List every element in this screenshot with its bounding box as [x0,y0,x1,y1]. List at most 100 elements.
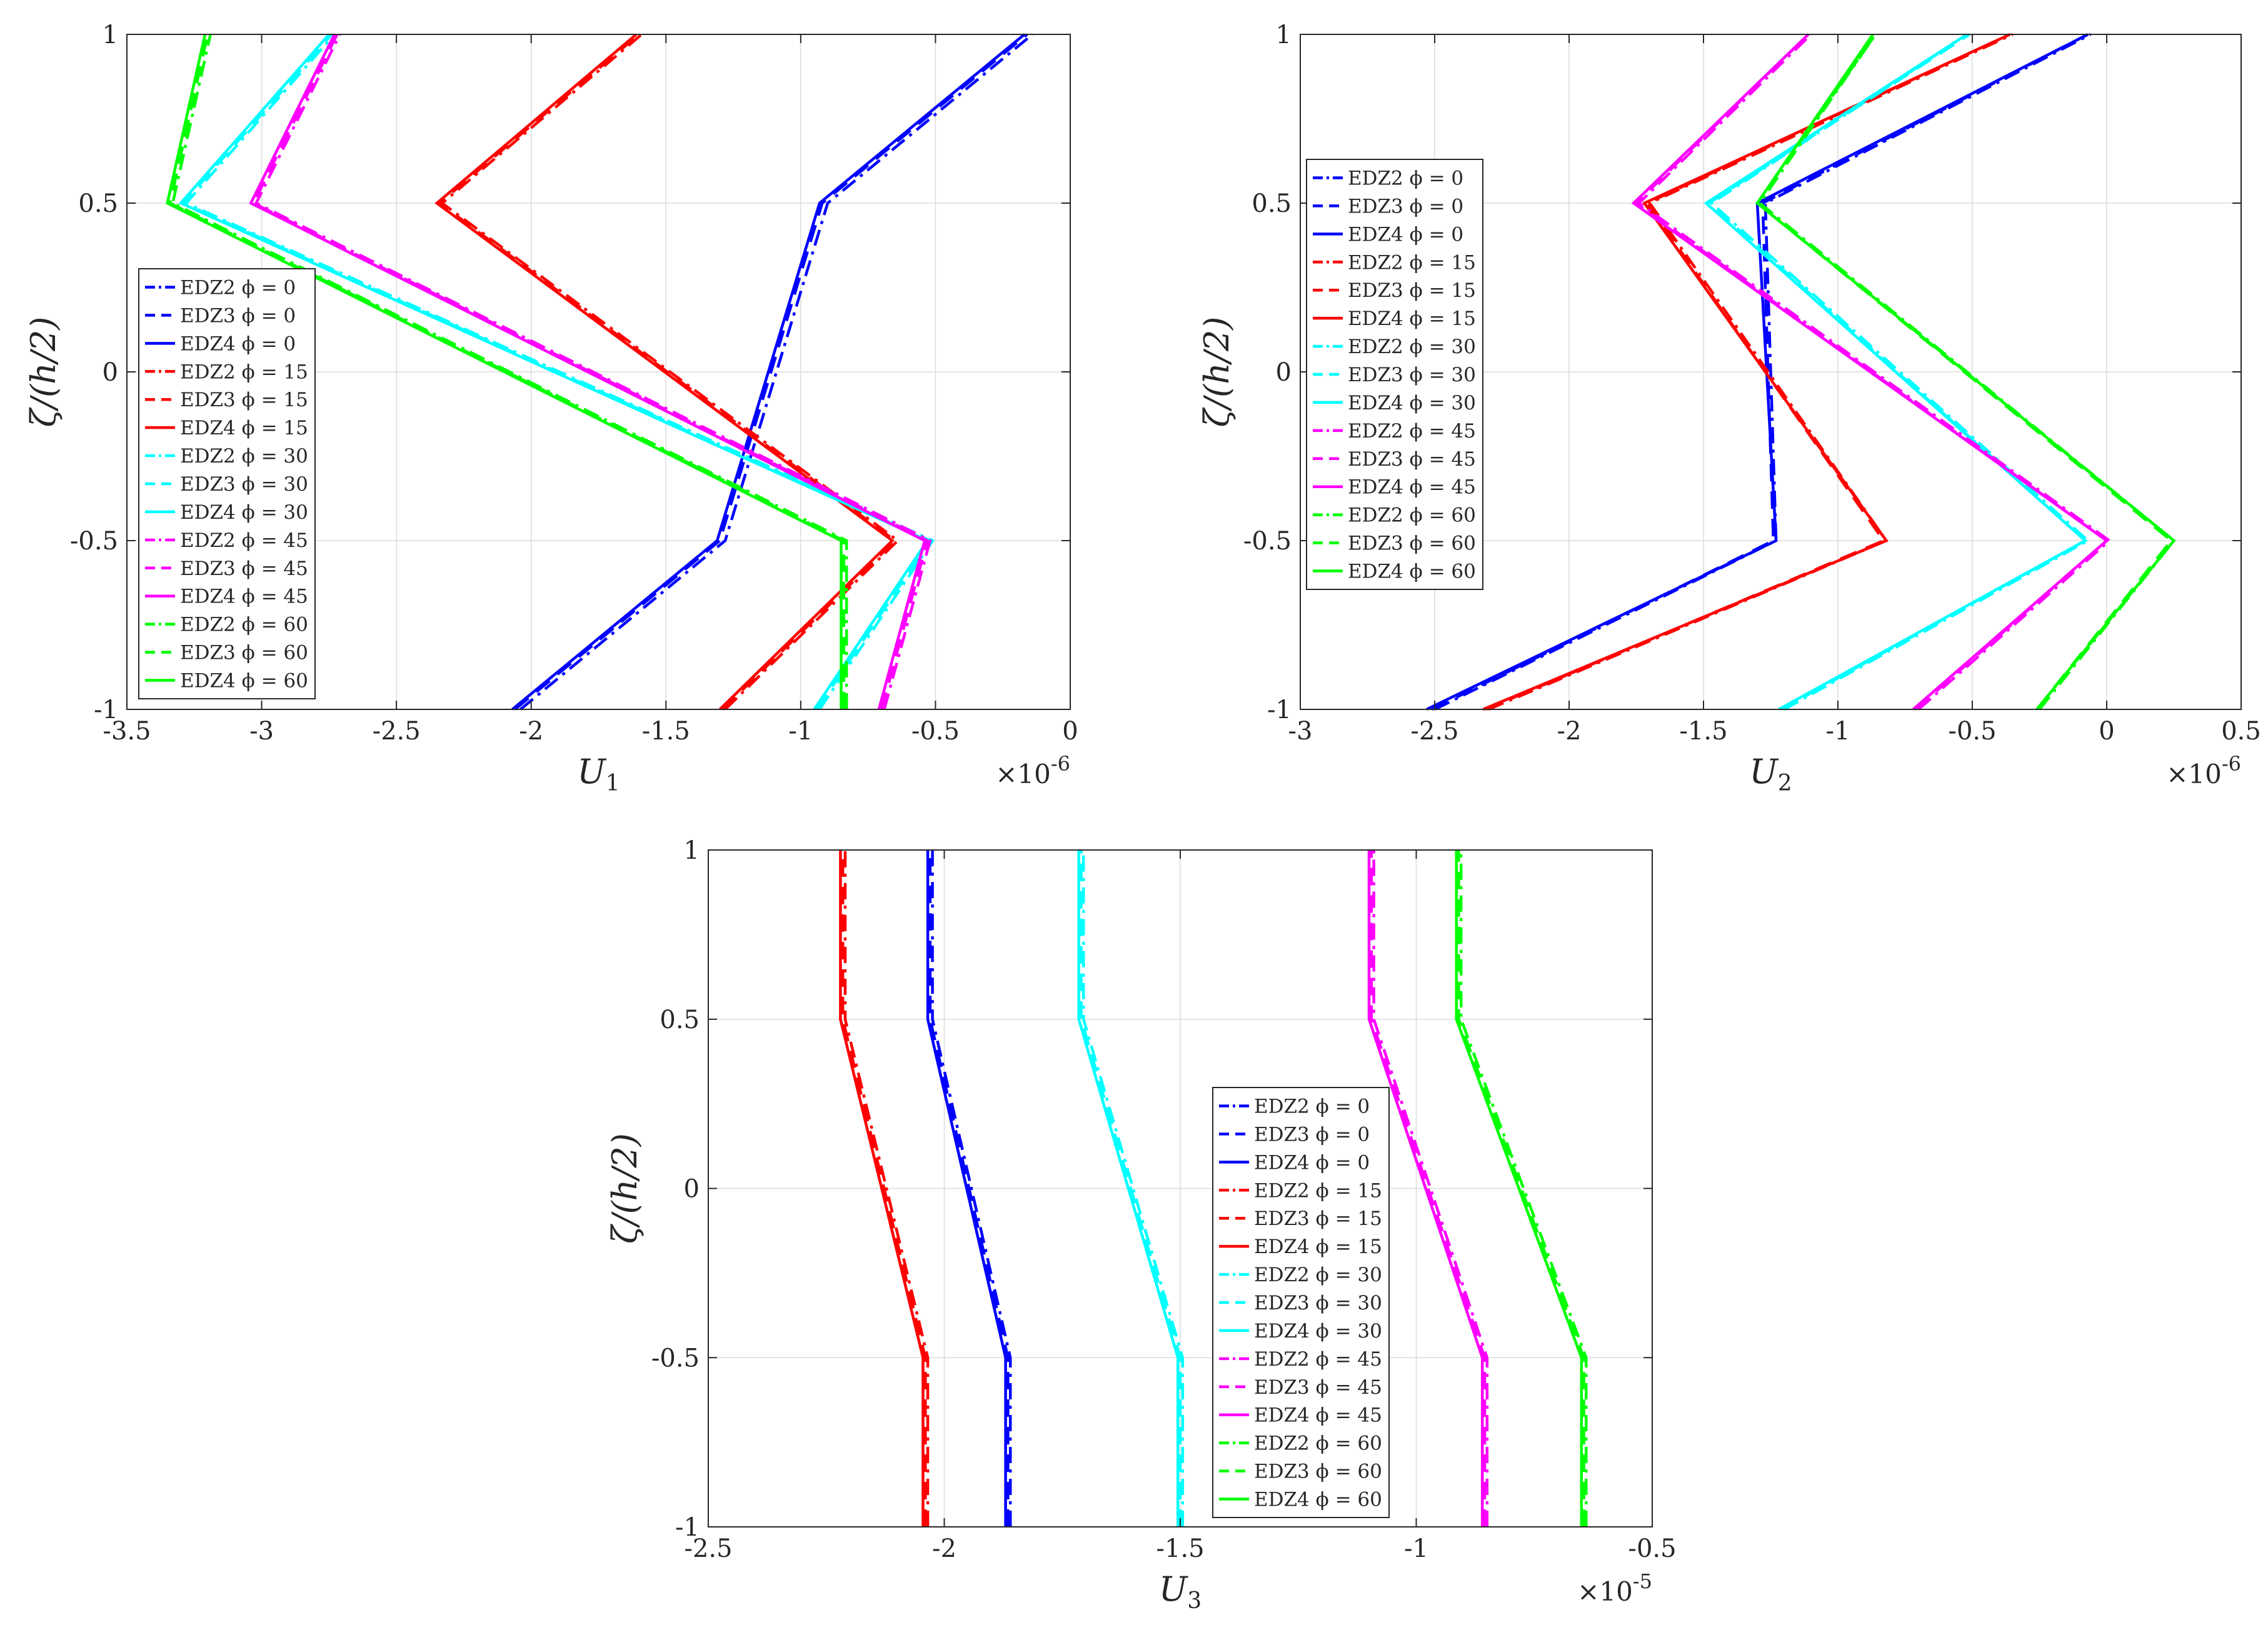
series-line-15 [166,34,843,709]
x-tick-label: -0.5 [911,717,960,746]
x-tick-label: -2.5 [373,717,421,746]
legend-entry-5: EDZ3 ϕ = 15 [1254,1208,1382,1230]
y-axis-label: ζ/(h/2) [605,1133,645,1244]
series-line-2 [514,33,1028,711]
series-line-6 [434,33,895,711]
x-tick-label: -1 [788,717,813,746]
x-tick-label: 0.5 [2221,717,2261,746]
x-tick-label: 0 [2099,717,2114,746]
series-line-12 [1367,850,1484,1527]
x-axis-multiplier: ×10-6 [2166,752,2241,789]
legend-entry-8: EDZ3 ϕ = 30 [180,473,308,496]
y-tick-label: 0.5 [78,189,118,218]
y-tick-label: -0.5 [651,1344,700,1372]
x-tick-label: -3 [1288,717,1313,746]
legend-entry-3: EDZ4 ϕ = 0 [180,332,296,355]
legend-entry-4: EDZ2 ϕ = 15 [180,361,308,383]
x-axis-multiplier: ×10-6 [995,752,1070,789]
chart-panel-3: -2.5 -2 -1.5 -1 -0.5 -1 -0.5 0 0.5 1 U3 ζ/(h/2) ×10-… [605,836,1677,1614]
x-tick-label: -2 [519,717,543,746]
series-line-3 [511,33,1026,711]
y-tick-label: 1 [103,21,118,49]
series-line-10 [1637,33,2112,711]
series-line-12 [1631,33,2109,711]
series-line-13 [1459,850,1588,1527]
legend-entry-2: EDZ3 ϕ = 0 [180,304,296,327]
series-line-14 [168,34,846,709]
chart-panel-1: -3.5 -3 -2.5 -2 -1.5 -1 -0.5 0 -1 -0.5 0 0.5 1 U1 ζ/(h… [24,21,1078,796]
legend-entry-13: EDZ2 ϕ = 60 [1254,1432,1382,1455]
x-axis-multiplier: ×10-5 [1577,1569,1652,1607]
series-line-1 [519,33,1034,711]
legend-entry-7: EDZ2 ϕ = 30 [1254,1264,1382,1286]
y-tick-label: -1 [94,696,118,724]
x-tick-label: -2 [1557,717,1582,746]
legend-entry-6: EDZ4 ϕ = 15 [180,417,308,439]
x-tick-label: 0 [1062,717,1078,746]
y-tick-label: 1 [684,836,700,865]
series-line-4 [843,850,930,1527]
x-axis-label: U1 [577,752,620,796]
legend-entry-2: EDZ3 ϕ = 0 [1348,195,1463,218]
x-tick-label: -2.5 [1410,717,1458,746]
x-tick-label: -3 [249,717,274,746]
legend-entry-9: EDZ4 ϕ = 30 [180,501,308,524]
legend-entry-11: EDZ3 ϕ = 45 [180,558,308,580]
legend-entry-10: EDZ2 ϕ = 45 [1348,420,1476,442]
legend-entry-10: EDZ2 ϕ = 45 [180,529,308,552]
series-line-9 [1077,850,1180,1527]
series-line-6 [839,850,925,1527]
series-line-3 [926,850,1007,1527]
legend-entry-15: EDZ4 ϕ = 60 [1348,561,1476,583]
series-line-12 [249,34,926,710]
legend-entry-6: EDZ4 ϕ = 15 [1254,1236,1382,1258]
legend-entry-14: EDZ3 ϕ = 60 [180,642,308,664]
series-line-11 [1370,850,1487,1527]
series-line-6 [1482,32,2011,711]
y-tick-label: 0.5 [660,1006,700,1034]
legend-entry-1: EDZ2 ϕ = 0 [1254,1095,1370,1118]
legend-entry-1: EDZ2 ϕ = 0 [180,276,296,299]
series-line-8 [1080,850,1182,1527]
x-tick-label: -1.5 [642,717,690,746]
y-tick-label: -1 [675,1513,700,1542]
legend-entry-11: EDZ3 ϕ = 45 [1254,1376,1382,1399]
legend-entry-5: EDZ3 ϕ = 15 [180,389,308,411]
legend-entry-8: EDZ3 ϕ = 30 [1348,364,1476,386]
y-tick-label: -1 [1267,696,1292,724]
legend-entry-4: EDZ2 ϕ = 15 [1348,251,1476,274]
legend-entry-8: EDZ3 ϕ = 30 [1254,1292,1382,1314]
series-line-15 [1755,33,2176,711]
y-tick-label: -0.5 [70,527,118,556]
x-tick-label: -2 [932,1534,956,1563]
legend-entry-9: EDZ4 ϕ = 30 [1254,1320,1382,1342]
x-axis-label: U2 [1749,752,1792,796]
series-line-10 [1372,850,1489,1527]
y-tick-label: 0 [1276,358,1292,387]
x-axis-label: U3 [1159,1569,1202,1614]
series-line-5 [437,33,898,711]
legend: EDZ2 ϕ = 0 EDZ3 ϕ = 0 EDZ4 ϕ = 0 EDZ2 ϕ = 1… [138,268,316,699]
series-line-10 [254,34,932,710]
series-line-2 [928,850,1010,1527]
series-line-9 [178,33,930,711]
x-tick-label: -1.5 [1156,1534,1204,1563]
x-tick-label: -2.5 [684,1534,732,1563]
legend-entry-5: EDZ3 ϕ = 15 [1348,279,1476,302]
legend: EDZ2 ϕ = 0 EDZ3 ϕ = 0 EDZ4 ϕ = 0 EDZ2 ϕ = 1… [1212,1087,1390,1518]
legend-entry-7: EDZ2 ϕ = 30 [180,445,308,468]
x-tick-label: -0.5 [1948,717,1996,746]
y-axis-label: ζ/(h/2) [24,317,63,428]
legend-entry-6: EDZ4 ϕ = 15 [1348,308,1476,330]
legend: EDZ2 ϕ = 0 EDZ3 ϕ = 0 EDZ4 ϕ = 0 EDZ2 ϕ = 1… [1306,159,1483,590]
y-tick-label: 0 [684,1175,700,1204]
series-line-1 [1434,33,2092,711]
series-line-13 [171,34,848,709]
x-tick-label: -1 [1826,717,1850,746]
legend-entry-9: EDZ4 ϕ = 30 [1348,392,1476,414]
legend-entry-10: EDZ2 ϕ = 45 [1254,1348,1382,1371]
legend-entry-14: EDZ3 ϕ = 60 [1348,532,1476,555]
legend-entry-13: EDZ2 ϕ = 60 [180,614,308,636]
legend-entry-12: EDZ4 ϕ = 45 [180,586,308,608]
